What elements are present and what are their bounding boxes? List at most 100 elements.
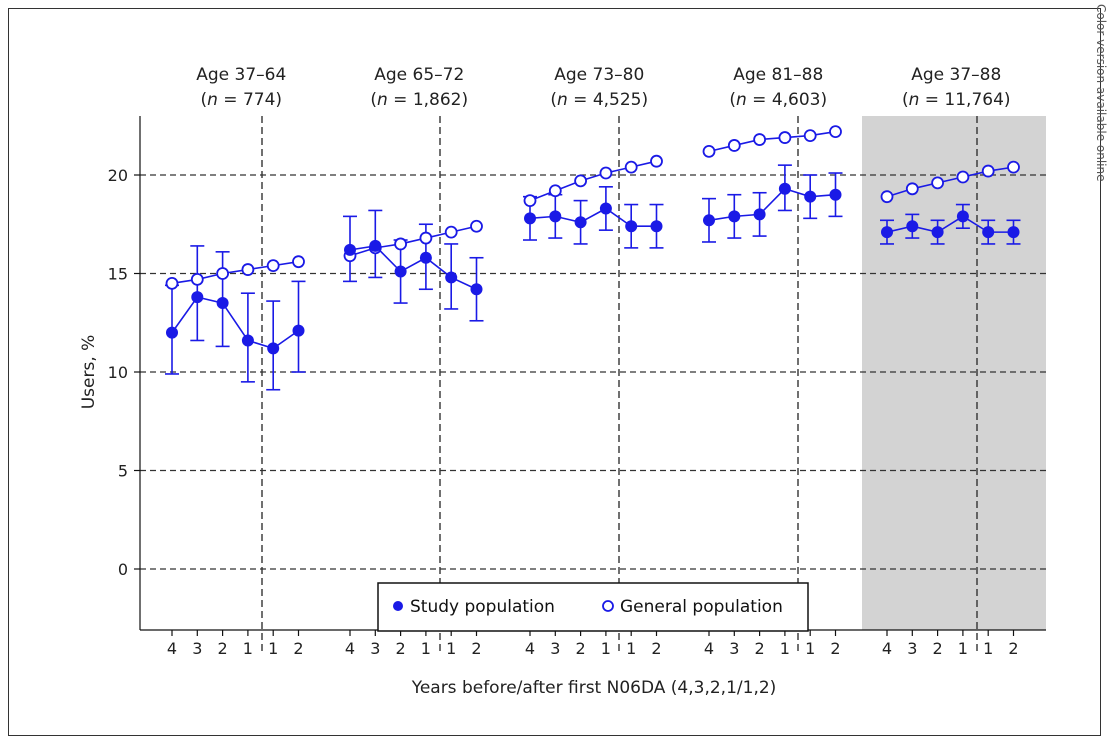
study-point-p1-2: [191, 291, 204, 304]
general-point-p1-3: [216, 267, 230, 280]
legend-box: [377, 582, 809, 632]
x-tick-label-p3-2: 3: [550, 639, 560, 658]
general-point-p1-1: [165, 276, 179, 290]
general-point-p1-5: [266, 259, 280, 273]
study-point-p5-3: [931, 226, 944, 239]
general-point-p2-3: [394, 237, 408, 251]
panel-title-5: Age 37–88: [911, 65, 1001, 85]
data-layer: Age 37–64 (n = 774) Age 65–72 (n = 1,862) Ag…: [165, 65, 1021, 391]
x-tick-label-p3-1: 4: [525, 639, 535, 658]
x-axis-label: Years before/after first N06DA (4,3,2,1/…: [411, 678, 777, 698]
study-point-p2-3: [394, 265, 407, 278]
x-tick-label-p5-3: 2: [933, 639, 943, 658]
x-tick-label-p2-4: 1: [421, 639, 431, 658]
study-point-p1-6: [292, 324, 305, 337]
study-point-p5-4: [956, 210, 969, 223]
study-point-p4-5: [804, 190, 817, 203]
study-point-p1-3: [216, 297, 229, 310]
x-tick-label-p1-5: 1: [268, 639, 278, 658]
study-point-p3-2: [549, 210, 562, 223]
x-tick-label-p4-1: 4: [704, 639, 714, 658]
x-tick-label-p5-2: 3: [907, 639, 917, 658]
y-tick-label-10: 10: [108, 363, 128, 382]
figure-frame: [8, 8, 1101, 736]
y-tick-label-5: 5: [118, 462, 128, 481]
general-point-p5-2: [905, 182, 919, 196]
x-tick-label-p1-1: 4: [167, 639, 177, 658]
study-line-p4: [708, 187, 836, 222]
general-point-p3-1: [523, 194, 537, 208]
x-tick-label-p1-2: 3: [192, 639, 202, 658]
x-tick-label-p2-6: 2: [471, 639, 481, 658]
panel-title-1: Age 37–64: [196, 65, 286, 85]
x-tick-label-p4-2: 3: [729, 639, 739, 658]
study-point-p2-4: [419, 251, 432, 264]
general-point-p4-4: [778, 131, 792, 144]
general-point-p5-1: [880, 190, 894, 204]
study-point-p2-5: [445, 271, 458, 284]
panel-n-1: (n = 774): [200, 90, 282, 110]
x-tick-label-p5-4: 1: [958, 639, 968, 658]
x-tick-label-p3-6: 2: [651, 639, 661, 658]
study-point-p3-4: [599, 202, 612, 215]
study-point-p3-5: [625, 220, 638, 233]
general-line-p2: [349, 225, 477, 257]
study-point-p3-3: [574, 216, 587, 229]
general-point-p3-2: [548, 184, 562, 198]
general-point-p2-6: [470, 219, 483, 233]
panel-n-5: (n = 11,764): [902, 90, 1011, 110]
x-tick-label-p5-6: 2: [1008, 639, 1018, 658]
study-point-p4-1: [703, 214, 715, 227]
general-point-p4-5: [803, 129, 817, 143]
x-tick-label-p4-6: 2: [830, 639, 840, 658]
study-point-p2-6: [470, 283, 483, 296]
x-tick-label-p3-5: 1: [626, 639, 636, 658]
x-tick-label-p3-4: 1: [601, 639, 611, 658]
highlight-panel-layer: [862, 116, 1046, 630]
study-line-p3: [529, 207, 657, 228]
x-tick-label-p1-4: 1: [243, 639, 253, 658]
study-point-p1-1: [166, 326, 178, 339]
x-tick-label-p4-3: 2: [755, 639, 765, 658]
panel-title-4: Age 81–88: [733, 65, 823, 85]
study-point-p4-4: [778, 182, 791, 195]
study-line-p2: [349, 245, 477, 290]
general-point-p5-4: [956, 170, 970, 184]
x-tick-label-p3-3: 2: [576, 639, 586, 658]
legend-study-marker: [393, 601, 403, 611]
grid-layer: [140, 116, 1046, 654]
x-tick-label-p5-1: 4: [882, 639, 892, 658]
panel-n-4: (n = 4,603): [729, 90, 827, 110]
general-point-p4-6: [829, 125, 842, 139]
study-point-p2-2: [369, 239, 382, 252]
legend-study-label: Study population: [410, 597, 555, 617]
x-tick-label-p5-5: 1: [983, 639, 993, 658]
study-point-p4-6: [829, 188, 842, 201]
y-axis-label: Users, %: [79, 335, 99, 410]
general-point-p4-1: [702, 144, 716, 158]
general-point-p5-6: [1007, 160, 1020, 174]
general-point-p3-6: [650, 154, 663, 168]
general-point-p4-3: [753, 133, 766, 146]
y-tick-label-0: 0: [118, 560, 128, 579]
legend-general-marker: [602, 600, 614, 612]
general-point-p1-6: [292, 255, 305, 269]
legend-general-label: General population: [620, 597, 783, 617]
general-point-p5-3: [931, 176, 944, 190]
general-point-p3-4: [599, 166, 613, 180]
general-point-p3-5: [624, 160, 638, 174]
panel-title-3: Age 73–80: [554, 65, 644, 85]
general-point-p2-5: [444, 225, 458, 239]
panel-n-3: (n = 4,525): [550, 90, 648, 110]
study-point-p5-1: [881, 226, 893, 239]
general-point-p4-2: [727, 139, 741, 152]
study-point-p5-5: [982, 226, 995, 239]
study-point-p2-1: [344, 243, 356, 256]
x-tick-label-p2-3: 2: [396, 639, 406, 658]
y-tick-label-20: 20: [108, 166, 128, 185]
y-tick-label-15: 15: [108, 265, 128, 284]
study-point-p5-2: [906, 220, 919, 233]
study-point-p5-6: [1007, 226, 1020, 239]
legend: Study population General population: [377, 582, 809, 632]
